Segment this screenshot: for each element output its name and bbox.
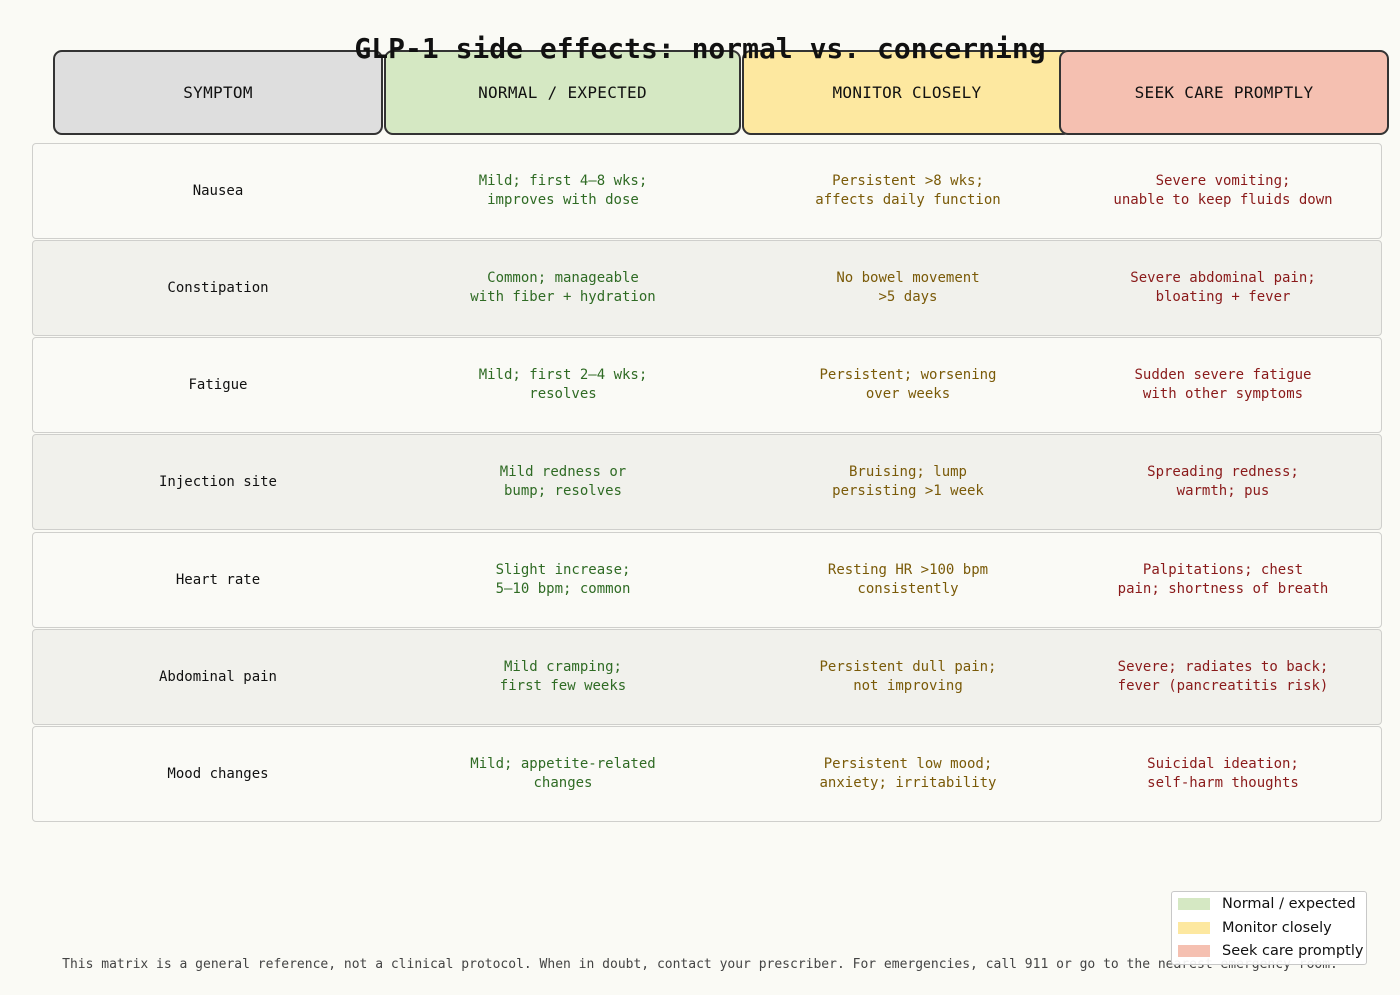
symptom-cell: Injection site [158,473,277,490]
legend-swatch-seek [1178,945,1210,957]
header-symptom: SYMPTOM [53,50,383,135]
legend-swatch-normal [1178,898,1210,910]
monitor-cell: Resting HR >100 bpm consistently [827,562,989,597]
seek-care-cell: Spreading redness; warmth; pus [1147,464,1299,499]
table-row: Mood changes Mild; appetite-related chan… [32,726,1382,822]
legend-label-seek: Seek care promptly [1222,943,1364,959]
monitor-cell: Bruising; lump persisting >1 week [832,464,984,499]
table-row: Constipation Common; manageable with fib… [32,240,1382,336]
normal-cell: Mild cramping; first few weeks [499,659,627,694]
normal-cell: Mild; first 2–4 wks; resolves [478,367,648,402]
monitor-cell: Persistent low mood; anxiety; irritabili… [819,756,997,791]
symptom-cell: Abdominal pain [158,668,277,685]
symptom-cell: Mood changes [167,765,269,782]
normal-cell: Mild redness or bump; resolves [499,464,627,499]
seek-care-cell: Severe vomiting; unable to keep fluids d… [1113,173,1333,208]
seek-care-cell: Sudden severe fatigue with other symptom… [1134,367,1312,402]
table-row: Nausea Mild; first 4–8 wks; improves wit… [32,143,1382,239]
symptom-cell: Nausea [192,182,244,199]
disclaimer-footer: This matrix is a general reference, not … [62,957,1338,972]
header-seek-care-promptly: SEEK CARE PROMPTLY [1059,50,1389,135]
seek-care-cell: Severe abdominal pain; bloating + fever [1130,270,1316,305]
table-row: Fatigue Mild; first 2–4 wks; resolves Pe… [32,337,1382,433]
table-row: Heart rate Slight increase; 5–10 bpm; co… [32,532,1382,628]
symptom-cell: Heart rate [175,571,261,588]
monitor-cell: Persistent >8 wks; affects daily functio… [815,173,1001,208]
legend-label-monitor: Monitor closely [1222,920,1332,936]
legend-item-monitor: Monitor closely [1178,918,1332,938]
symptom-cell: Fatigue [188,376,248,393]
table-row: Injection site Mild redness or bump; res… [32,434,1382,530]
normal-cell: Mild; first 4–8 wks; improves with dose [478,173,648,208]
legend-item-normal: Normal / expected [1178,894,1356,914]
seek-care-cell: Severe; radiates to back; fever (pancrea… [1117,659,1329,694]
normal-cell: Slight increase; 5–10 bpm; common [495,562,631,597]
normal-cell: Common; manageable with fiber + hydratio… [470,270,656,305]
seek-care-cell: Suicidal ideation; self-harm thoughts [1147,756,1299,791]
monitor-cell: No bowel movement >5 days [836,270,980,305]
header-normal-expected: NORMAL / EXPECTED [384,50,741,135]
header-monitor-closely: MONITOR CLOSELY [742,50,1072,135]
normal-cell: Mild; appetite-related changes [470,756,656,791]
monitor-cell: Persistent; worsening over weeks [819,367,997,402]
seek-care-cell: Palpitations; chest pain; shortness of b… [1117,562,1329,597]
symptom-cell: Constipation [167,279,269,296]
legend-label-normal: Normal / expected [1222,896,1356,912]
page-title: GLP-1 side effects: normal vs. concernin… [354,32,1046,65]
legend-item-seek: Seek care promptly [1178,941,1363,961]
legend-swatch-monitor [1178,922,1210,934]
monitor-cell: Persistent dull pain; not improving [819,659,997,694]
legend: Normal / expected Monitor closely Seek c… [1171,891,1367,965]
table-row: Abdominal pain Mild cramping; first few … [32,629,1382,725]
